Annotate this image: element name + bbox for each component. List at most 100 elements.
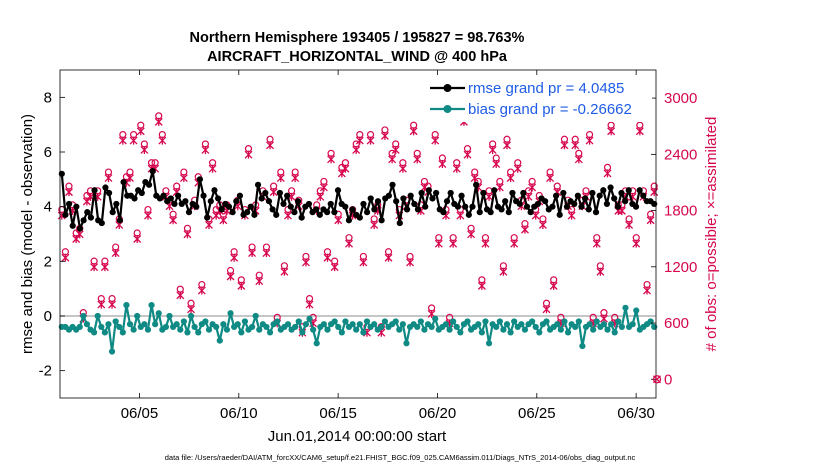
x-tick-label: 06/25 [518,405,556,422]
rmse-point [225,203,233,210]
rmse-point [418,189,425,197]
obs-count-point [100,257,109,272]
bias-point [338,329,345,336]
bias-point [83,321,91,328]
rmse-point [204,214,211,221]
obs-count-point [431,131,440,145]
obs-count-point [391,140,400,154]
rmse-point [462,203,469,210]
bias-point [76,323,83,331]
rmse-point [69,222,76,229]
obs-count-point [635,121,644,136]
rmse-point [356,214,363,221]
bias-point [324,326,331,333]
obs-count-point [291,168,300,183]
rmse-point [76,225,84,232]
rmse-point [385,192,392,199]
obs-count-point [140,140,149,154]
rmse-point [284,192,291,199]
bias-point [392,318,399,325]
bias-point [166,312,173,320]
obs-count-point [183,224,192,239]
obs-count-point [520,220,529,234]
rmse-point [131,195,138,202]
bias-point [399,321,406,328]
bias-point [511,318,518,325]
obs-count-point [585,131,594,145]
rmse-point [200,192,207,199]
obs-count-point [510,234,519,248]
obs-count-point [319,177,328,192]
bias-point [202,318,209,325]
bias-point [417,318,424,325]
bias-point [536,329,543,336]
x-axis-label: Jun.01,2014 00:00:00 start [268,428,447,445]
legend-rmse-label: rmse grand pr = 4.0485 [468,80,624,97]
rmse-point [447,189,454,197]
obs-count-point [434,234,443,248]
bias-point [105,321,112,328]
obs-count-point [513,159,522,173]
rmse-point [425,187,432,194]
bias-point [335,323,342,331]
bias-point [457,329,464,336]
bias-point [116,323,123,331]
obs-count-point [126,168,134,183]
obs-count-point [144,205,152,220]
plot-area [57,70,659,398]
bias-point [252,312,259,320]
rmse-point [258,195,265,202]
rmse-point [374,198,382,205]
bias-point [234,321,241,328]
bias-point [155,310,162,317]
y2-tick-label: 1800 [664,203,697,220]
rmse-point [491,187,498,194]
obs-count-point [269,182,278,197]
rmse-point [254,181,262,188]
bias-point [611,329,618,336]
rmse-point [313,206,320,213]
bias-point [94,312,101,320]
rmse-point [145,181,153,188]
rmse-point [607,184,614,191]
y2-axis-label: # of obs: o=possible; ×=assimilated [703,117,720,352]
bias-point [586,321,593,328]
rmse-point [236,192,243,199]
obs-count-point [413,149,422,164]
rmse-point [276,189,283,197]
bias-point [248,323,256,331]
obs-count-point [438,154,447,169]
rmse-point [273,211,280,218]
bias-point [421,326,428,333]
obs-count-point [495,177,504,192]
obs-count-point [592,234,601,248]
obs-count-point [463,145,472,159]
bias-point [633,307,640,314]
obs-count-point [359,252,368,267]
bias-point [593,318,600,325]
bias-point [507,329,514,336]
obs-count-point [129,131,138,145]
rmse-point [632,203,640,210]
bias-point [123,301,130,309]
bias-point [173,321,180,328]
bias-point [442,321,450,328]
obs-count-point [398,159,407,173]
bias-point [331,318,338,325]
obs-count-point [370,215,379,229]
bias-point [500,326,507,333]
obs-count-point [596,262,605,276]
bias-point [403,340,410,347]
rmse-point [371,206,378,213]
bias-point [241,318,249,325]
rmse-point [473,181,480,188]
bias-point [647,318,654,325]
rmse-point [91,187,98,194]
obs-count-point [542,299,551,314]
rmse-point [393,198,400,205]
rmse-point [269,206,276,213]
bias-point [360,329,367,336]
obs-count-point [97,295,106,309]
bias-point [353,326,360,333]
bias-point [148,301,155,309]
